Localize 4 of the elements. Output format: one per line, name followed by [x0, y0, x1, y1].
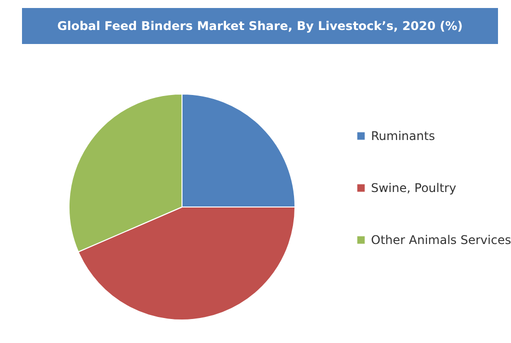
legend-label: Swine, Poultry: [371, 181, 456, 195]
chart-title: Global Feed Binders Market Share, By Livestock’s, 2020 (%): [57, 19, 463, 33]
legend-label: Ruminants: [371, 129, 435, 143]
legend-label: Other Animals Services: [371, 233, 511, 247]
